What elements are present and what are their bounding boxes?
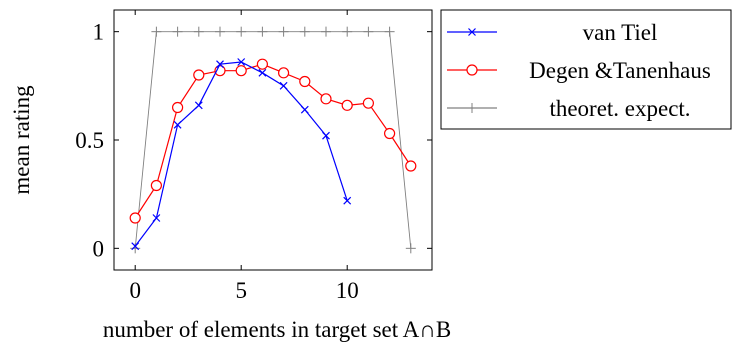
data-point (279, 81, 288, 90)
data-point (193, 26, 204, 37)
data-point (300, 105, 309, 114)
y-axis-ticks: 00.51 (75, 20, 432, 261)
data-point (363, 26, 374, 37)
data-point (405, 243, 416, 254)
data-point (152, 214, 161, 222)
legend-label: van Tiel (583, 20, 658, 45)
series-line (134, 31, 412, 249)
data-point (341, 99, 353, 111)
data-point (129, 212, 141, 224)
data-point (278, 26, 289, 37)
legend-entry: van Tiel (447, 20, 657, 45)
data-point (322, 131, 330, 140)
data-point (194, 101, 203, 110)
y-tick-label: 0.5 (75, 128, 104, 153)
axes-frame (113, 9, 433, 271)
data-point (150, 179, 162, 192)
legend-swatch-marker (468, 28, 476, 36)
data-point (173, 120, 182, 129)
series-theoret-expect (130, 26, 416, 254)
series-van-tiel (131, 58, 352, 251)
y-axis-label: mean rating (9, 85, 34, 195)
data-point (299, 75, 311, 88)
data-point (320, 93, 332, 105)
data-point (362, 97, 374, 109)
legend-swatch-marker (467, 103, 477, 113)
legend-entry: Degen &Tanenhaus (447, 58, 711, 83)
data-point (299, 26, 310, 37)
data-point (256, 58, 268, 70)
x-axis-label: number of elements in target set A∩B (103, 317, 451, 342)
legend-entry: theoret. expect. (447, 96, 691, 121)
data-point (151, 26, 162, 37)
plot-area (129, 26, 417, 254)
data-point (278, 67, 290, 79)
data-point (235, 65, 247, 77)
data-point (172, 26, 183, 37)
data-point (384, 26, 395, 37)
x-tick-label: 10 (336, 278, 359, 303)
data-point (237, 58, 246, 66)
data-point (236, 26, 247, 37)
data-point (215, 26, 225, 37)
x-tick-label: 0 (129, 278, 141, 303)
data-point (216, 60, 224, 69)
legend-label: Degen &Tanenhaus (529, 58, 711, 83)
data-point (343, 196, 352, 205)
legend: van Tiel Degen &Tanenhaus theoret. expect. (440, 9, 732, 130)
data-point (258, 68, 267, 77)
y-tick-label: 0 (93, 236, 105, 261)
data-point (193, 69, 205, 81)
data-point (384, 127, 396, 140)
x-axis-ticks: 0 5 10 (129, 10, 359, 303)
data-point (257, 26, 268, 37)
data-point (321, 26, 331, 37)
series-line (134, 63, 412, 219)
y-tick-label: 1 (93, 20, 105, 45)
data-point (131, 242, 140, 251)
data-point (405, 160, 417, 172)
x-tick-label: 5 (235, 278, 247, 303)
legend-swatch-marker (466, 64, 478, 76)
data-point (130, 243, 141, 254)
data-point (172, 101, 184, 114)
data-point (342, 26, 353, 37)
legend-label: theoret. expect. (549, 96, 690, 121)
series-degen-tanenhaus (129, 58, 417, 224)
